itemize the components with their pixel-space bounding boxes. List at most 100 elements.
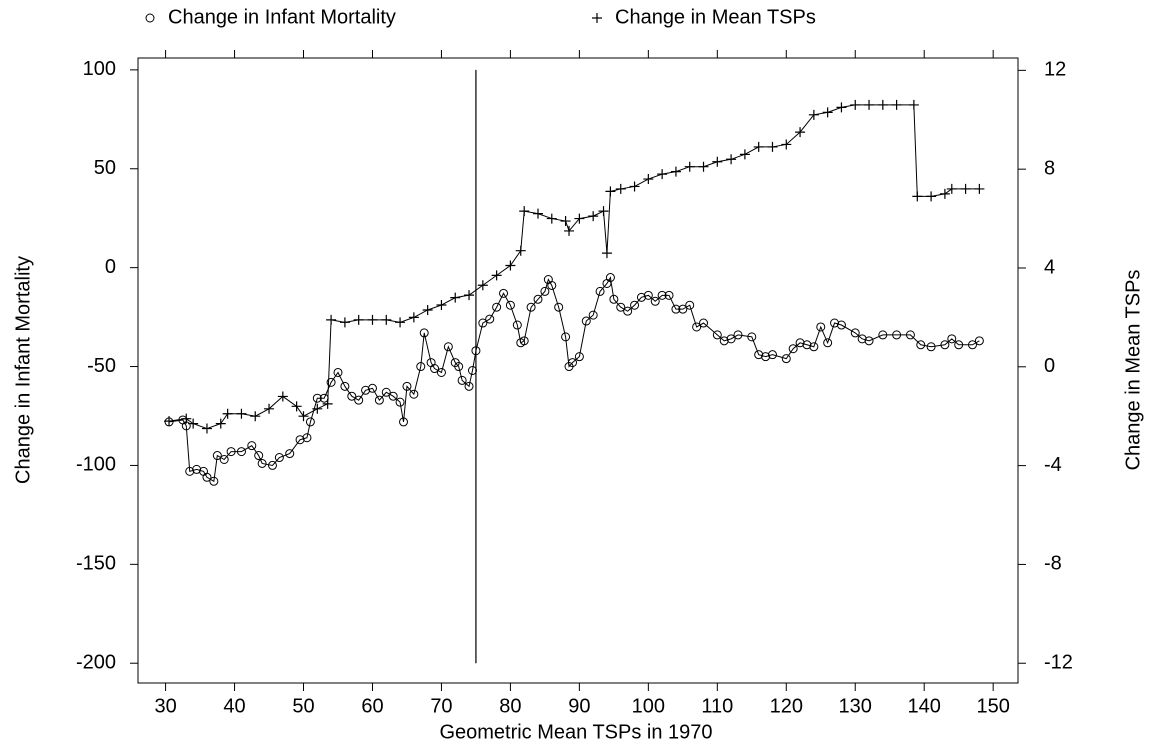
- point-marker: [457, 375, 467, 385]
- legend-label: Change in Infant Mortality: [168, 6, 396, 28]
- point-marker: [416, 362, 426, 372]
- y2-tick-label: 4: [1044, 256, 1055, 278]
- point-marker: [615, 183, 626, 194]
- point-marker: [940, 340, 950, 350]
- point-marker: [354, 395, 364, 405]
- series-line: [168, 104, 980, 430]
- point-marker: [285, 449, 295, 459]
- point-marker: [422, 304, 433, 315]
- point-marker: [761, 352, 771, 362]
- point-marker: [657, 169, 668, 180]
- point-marker: [947, 334, 957, 344]
- point-marker: [188, 418, 199, 429]
- point-marker: [629, 181, 640, 192]
- point-marker: [381, 387, 391, 397]
- point-marker: [726, 334, 736, 344]
- point-marker: [719, 336, 729, 346]
- x-tick-label: 110: [701, 695, 733, 717]
- point-marker: [491, 270, 502, 281]
- point-marker: [595, 286, 605, 296]
- y-tick-label: 0: [105, 256, 116, 278]
- x-tick-label: 150: [976, 695, 1009, 717]
- point-marker: [264, 403, 275, 414]
- point-marker: [588, 310, 598, 320]
- point-marker: [588, 211, 599, 222]
- point-marker: [408, 312, 419, 323]
- legend-marker: [145, 13, 155, 23]
- point-marker: [236, 447, 246, 457]
- point-marker: [788, 344, 798, 354]
- point-marker: [247, 441, 257, 451]
- point-marker: [739, 149, 750, 160]
- point-marker: [954, 340, 964, 350]
- x-tick-label: 40: [223, 695, 245, 717]
- point-marker: [822, 107, 833, 118]
- point-marker: [830, 318, 840, 328]
- point-marker: [795, 338, 805, 348]
- point-marker: [939, 188, 950, 199]
- point-marker: [657, 290, 667, 300]
- point-marker: [781, 354, 791, 364]
- point-marker: [467, 366, 477, 375]
- point-marker: [974, 336, 984, 346]
- point-marker: [478, 318, 488, 328]
- y-tick-label: -200: [76, 652, 116, 674]
- point-marker: [733, 330, 743, 340]
- y2-axis-label: Change in Mean TSPs: [1122, 270, 1144, 471]
- point-marker: [515, 245, 526, 256]
- point-marker: [630, 300, 640, 310]
- x-tick-label: 90: [568, 695, 590, 717]
- point-marker: [512, 320, 522, 330]
- point-marker: [574, 352, 584, 362]
- point-marker: [267, 460, 277, 470]
- point-marker: [857, 334, 867, 344]
- point-marker: [312, 393, 322, 403]
- point-marker: [864, 99, 875, 110]
- y-tick-label: 50: [94, 157, 116, 179]
- point-marker: [692, 322, 702, 332]
- point-marker: [519, 206, 530, 217]
- point-marker: [636, 292, 646, 302]
- point-marker: [560, 216, 571, 227]
- y2-tick-label: -12: [1044, 652, 1073, 674]
- point-marker: [643, 174, 654, 185]
- x-tick-label: 60: [361, 695, 383, 717]
- point-marker: [946, 183, 957, 194]
- point-marker: [361, 385, 371, 395]
- point-marker: [274, 453, 284, 463]
- point-marker: [322, 398, 333, 409]
- x-tick-label: 80: [499, 695, 521, 717]
- point-marker: [277, 391, 288, 402]
- point-marker: [505, 260, 516, 271]
- point-marker: [326, 314, 337, 325]
- point-marker: [257, 458, 267, 468]
- point-marker: [236, 408, 247, 419]
- point-marker: [908, 99, 919, 110]
- point-marker: [878, 330, 888, 340]
- point-marker: [185, 466, 195, 476]
- point-marker: [471, 346, 481, 356]
- point-marker: [605, 273, 615, 283]
- series-line: [168, 276, 980, 483]
- y-tick-label: -100: [76, 454, 116, 476]
- point-marker: [699, 318, 709, 328]
- point-marker: [505, 300, 515, 310]
- point-marker: [802, 340, 812, 350]
- point-marker: [905, 330, 915, 340]
- point-marker: [533, 208, 543, 219]
- legend-label: Change in Mean TSPs: [615, 6, 816, 28]
- point-marker: [623, 306, 633, 316]
- point-marker: [388, 391, 398, 401]
- point-marker: [312, 403, 323, 414]
- point-marker: [519, 336, 529, 346]
- point-marker: [347, 391, 357, 401]
- point-marker: [767, 350, 777, 360]
- y2-tick-label: 8: [1044, 157, 1055, 179]
- point-marker: [212, 451, 222, 461]
- point-marker: [215, 418, 226, 429]
- point-marker: [526, 302, 536, 312]
- point-marker: [650, 296, 660, 306]
- point-marker: [443, 342, 453, 352]
- point-marker: [601, 248, 612, 259]
- point-marker: [339, 317, 350, 328]
